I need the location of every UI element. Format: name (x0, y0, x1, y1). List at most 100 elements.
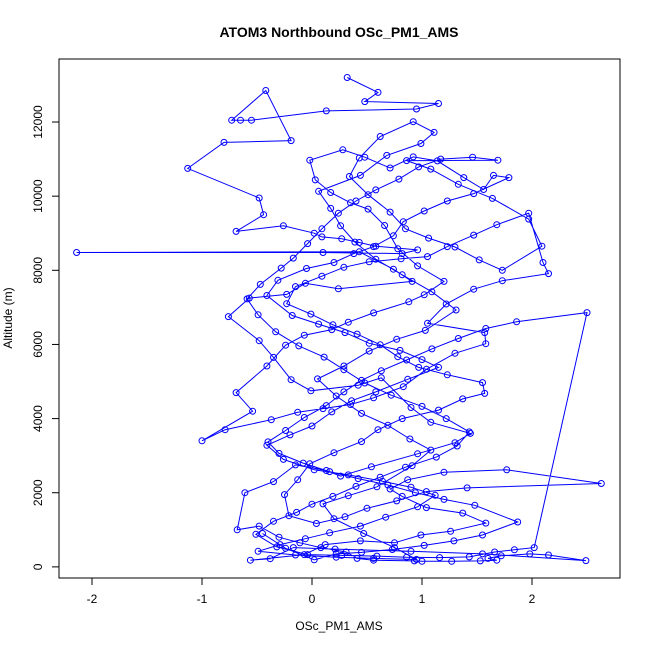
data-point (386, 164, 394, 172)
data-point (274, 276, 282, 284)
data-point (440, 495, 448, 503)
data-point (384, 481, 392, 489)
data-point (282, 544, 290, 552)
data-point (545, 270, 552, 278)
data-point (432, 453, 440, 461)
data-point (256, 280, 264, 288)
data-point (266, 555, 274, 563)
data-point (273, 543, 281, 551)
data-point (221, 426, 229, 434)
data-point (452, 306, 460, 314)
data-point (403, 157, 411, 165)
data-point (406, 435, 414, 443)
data-point (526, 550, 534, 558)
data-point (481, 389, 489, 397)
data-point (465, 428, 473, 436)
data-point (343, 74, 351, 81)
data-point (327, 189, 335, 196)
data-point (391, 539, 398, 547)
data-point (442, 300, 450, 308)
data-point (254, 547, 262, 555)
data-point (421, 326, 429, 334)
data-point (409, 118, 417, 126)
data-point (417, 531, 425, 539)
data-point (364, 191, 372, 199)
data-point (383, 151, 391, 159)
data-point (498, 266, 506, 274)
data-point (275, 533, 283, 541)
data-point (408, 277, 416, 285)
data-point (339, 146, 347, 154)
y-tick-label: 2000 (31, 479, 45, 506)
data-point (493, 556, 501, 564)
data-point (344, 318, 352, 326)
data-point (340, 362, 348, 370)
data-point (340, 388, 348, 396)
data-point (315, 320, 323, 328)
data-point (255, 522, 263, 530)
data-point (414, 503, 422, 511)
data-point (386, 208, 394, 216)
data-point (525, 215, 533, 223)
data-point (514, 518, 522, 526)
data-point (255, 194, 263, 202)
data-point (440, 468, 448, 476)
data-point (312, 520, 320, 527)
data-point (451, 349, 459, 357)
data-point (539, 259, 547, 266)
data-point (399, 383, 407, 391)
data-point (422, 365, 430, 373)
data-point (356, 171, 364, 179)
data-point (306, 460, 314, 468)
data-point (453, 442, 461, 450)
data-point (358, 548, 365, 556)
data-point (294, 476, 302, 484)
data-point (484, 554, 492, 562)
data-point (353, 554, 361, 562)
data-point (413, 105, 420, 113)
data-point (440, 277, 448, 285)
data-point (387, 391, 395, 399)
data-point (482, 340, 490, 348)
data-point (322, 467, 330, 474)
data-point (414, 450, 422, 458)
data-point (398, 492, 406, 500)
data-point (431, 491, 439, 499)
data-point (322, 402, 330, 410)
data-point (367, 463, 375, 471)
data-point (376, 341, 384, 349)
x-tick-label: -1 (197, 592, 208, 606)
data-point (454, 335, 462, 342)
data-point (330, 259, 338, 266)
data-point (270, 478, 277, 486)
data-point (427, 446, 435, 454)
data-point (358, 409, 365, 417)
data-point (545, 551, 552, 559)
data-point (292, 551, 299, 559)
data-point (447, 527, 455, 535)
data-point (281, 491, 288, 499)
data-point (397, 255, 405, 263)
data-point (347, 401, 354, 408)
data-point (355, 154, 363, 162)
data-point (342, 548, 350, 556)
data-point (279, 455, 287, 463)
data-point (374, 88, 382, 96)
data-point (459, 509, 467, 517)
data-point (583, 309, 591, 317)
data-point (403, 553, 411, 561)
data-point (301, 279, 309, 287)
data-point (422, 488, 430, 496)
data-point (277, 264, 285, 272)
data-point (428, 345, 436, 353)
data-point (330, 449, 338, 457)
data-point (282, 341, 290, 349)
data-point (332, 392, 340, 400)
data-point (503, 466, 511, 474)
data-point (414, 246, 422, 254)
data-point (228, 116, 236, 124)
x-axis-title: OSc_PM1_AMS (295, 619, 382, 633)
data-point (337, 472, 345, 480)
x-axis: -2 -1 0 1 2 (87, 577, 536, 606)
